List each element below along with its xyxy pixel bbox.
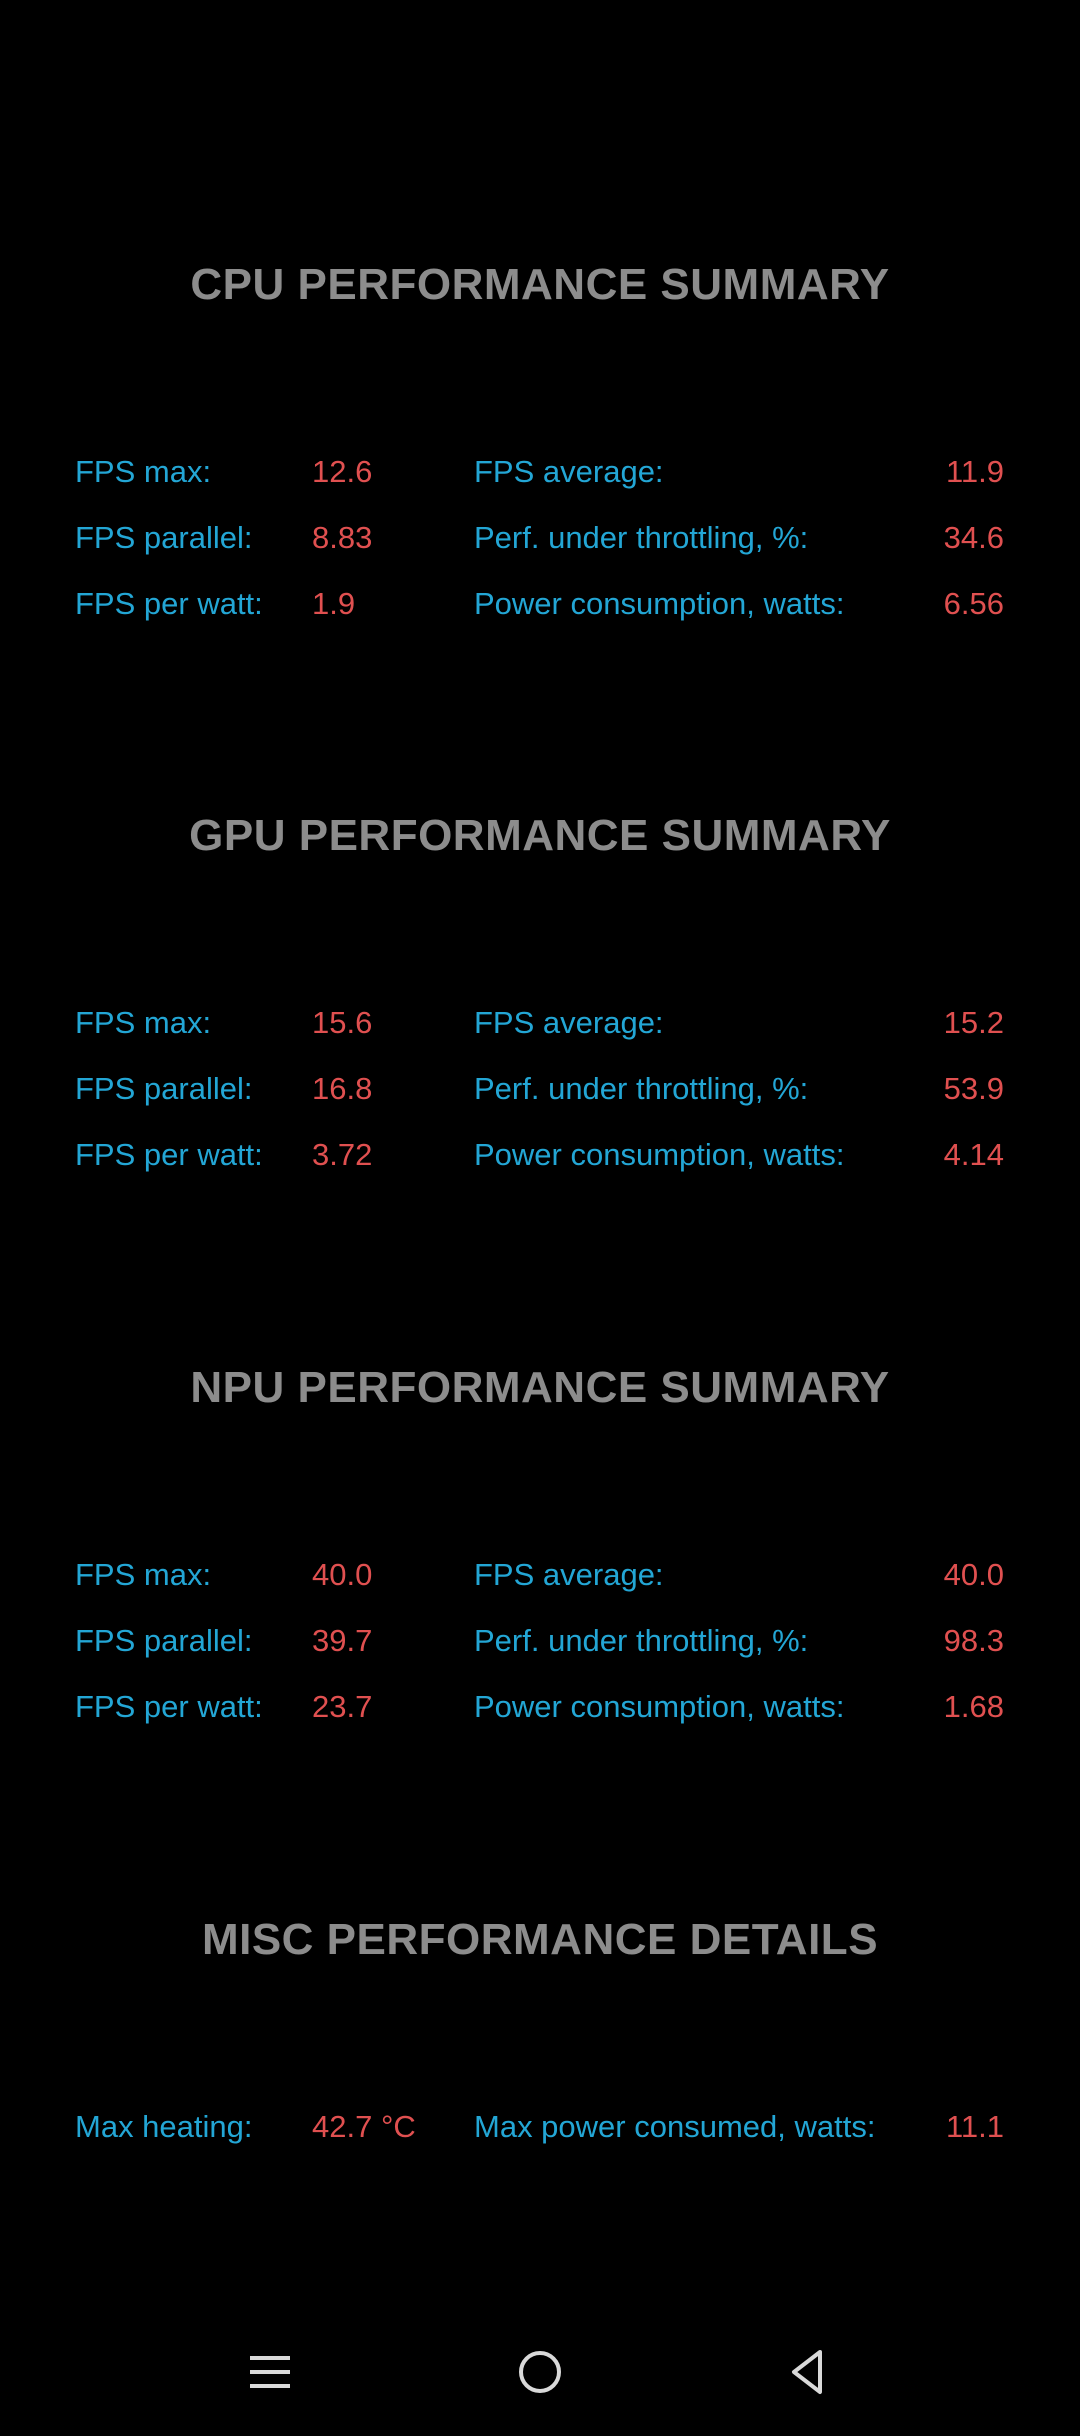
misc-row-max-values: Max heating: 42.7 °C Max power consumed,… (0, 2102, 1080, 2152)
gpu-power-consumption-label: Power consumption, watts: (474, 1137, 845, 1172)
max-heating-label: Max heating: (75, 2109, 253, 2144)
npu-row-fps-max: FPS max: 40.0 FPS average: 40.0 (0, 1550, 1080, 1600)
menu-icon (250, 2356, 290, 2388)
npu-fps-max-label: FPS max: (75, 1557, 212, 1592)
npu-power-consumption-label: Power consumption, watts: (474, 1689, 845, 1724)
max-power-consumed-value: 11.1 (945, 2109, 1004, 2144)
cpu-row-fps-parallel: FPS parallel: 8.83 Perf. under throttlin… (0, 513, 1080, 563)
navigation-bar (0, 2310, 1080, 2436)
gpu-throttling-value: 53.9 (943, 1071, 1004, 1106)
home-icon (519, 2351, 561, 2393)
gpu-row-fps-per-watt: FPS per watt: 3.72 Power consumption, wa… (0, 1130, 1080, 1180)
home-button[interactable] (500, 2332, 580, 2412)
back-button[interactable] (768, 2332, 848, 2412)
npu-fps-parallel-label: FPS parallel: (75, 1623, 253, 1658)
cpu-fps-parallel-value: 8.83 (312, 520, 373, 555)
gpu-fps-average-label: FPS average: (474, 1005, 664, 1040)
cpu-power-consumption-value: 6.56 (943, 586, 1004, 621)
cpu-fps-max-value: 12.6 (312, 454, 373, 489)
npu-throttling-label: Perf. under throttling, %: (474, 1623, 809, 1658)
cpu-row-fps-per-watt: FPS per watt: 1.9 Power consumption, wat… (0, 579, 1080, 629)
cpu-power-consumption-label: Power consumption, watts: (474, 586, 845, 621)
cpu-fps-average-value: 11.9 (945, 454, 1004, 489)
npu-throttling-value: 98.3 (943, 1623, 1004, 1658)
gpu-fps-max-label: FPS max: (75, 1005, 212, 1040)
cpu-fps-max-label: FPS max: (75, 454, 212, 489)
npu-fps-average-value: 40.0 (943, 1557, 1004, 1592)
cpu-fps-parallel-label: FPS parallel: (75, 520, 253, 555)
cpu-fps-per-watt-label: FPS per watt: (75, 586, 263, 621)
npu-fps-per-watt-label: FPS per watt: (75, 1689, 263, 1724)
cpu-fps-average-label: FPS average: (474, 454, 664, 489)
back-icon (792, 2350, 822, 2394)
gpu-fps-parallel-value: 16.8 (312, 1071, 373, 1106)
gpu-fps-max-value: 15.6 (312, 1005, 373, 1040)
gpu-power-consumption-value: 4.14 (943, 1137, 1004, 1172)
npu-row-fps-per-watt: FPS per watt: 23.7 Power consumption, wa… (0, 1682, 1080, 1732)
npu-fps-average-label: FPS average: (474, 1557, 664, 1592)
cpu-throttling-value: 34.6 (943, 520, 1004, 555)
npu-row-fps-parallel: FPS parallel: 39.7 Perf. under throttlin… (0, 1616, 1080, 1666)
gpu-throttling-label: Perf. under throttling, %: (474, 1071, 809, 1106)
max-heating-value: 42.7 °C (312, 2109, 416, 2144)
gpu-fps-per-watt-label: FPS per watt: (75, 1137, 263, 1172)
gpu-fps-per-watt-value: 3.72 (312, 1137, 373, 1172)
cpu-fps-per-watt-value: 1.9 (312, 586, 356, 621)
max-power-consumed-label: Max power consumed, watts: (474, 2109, 876, 2144)
npu-power-consumption-value: 1.68 (943, 1689, 1004, 1724)
npu-fps-parallel-value: 39.7 (312, 1623, 373, 1658)
npu-fps-max-value: 40.0 (312, 1557, 373, 1592)
cpu-throttling-label: Perf. under throttling, %: (474, 520, 809, 555)
gpu-section-title: GPU PERFORMANCE SUMMARY (189, 811, 891, 860)
gpu-row-fps-parallel: FPS parallel: 16.8 Perf. under throttlin… (0, 1064, 1080, 1114)
cpu-section-title: CPU PERFORMANCE SUMMARY (190, 260, 890, 309)
recents-button[interactable] (230, 2332, 310, 2412)
npu-fps-per-watt-value: 23.7 (312, 1689, 373, 1724)
gpu-fps-parallel-label: FPS parallel: (75, 1071, 253, 1106)
gpu-row-fps-max: FPS max: 15.6 FPS average: 15.2 (0, 998, 1080, 1048)
cpu-row-fps-max: FPS max: 12.6 FPS average: 11.9 (0, 447, 1080, 497)
npu-section-title: NPU PERFORMANCE SUMMARY (190, 1363, 890, 1412)
gpu-fps-average-value: 15.2 (943, 1005, 1004, 1040)
misc-section-title: MISC PERFORMANCE DETAILS (201, 1915, 879, 1964)
